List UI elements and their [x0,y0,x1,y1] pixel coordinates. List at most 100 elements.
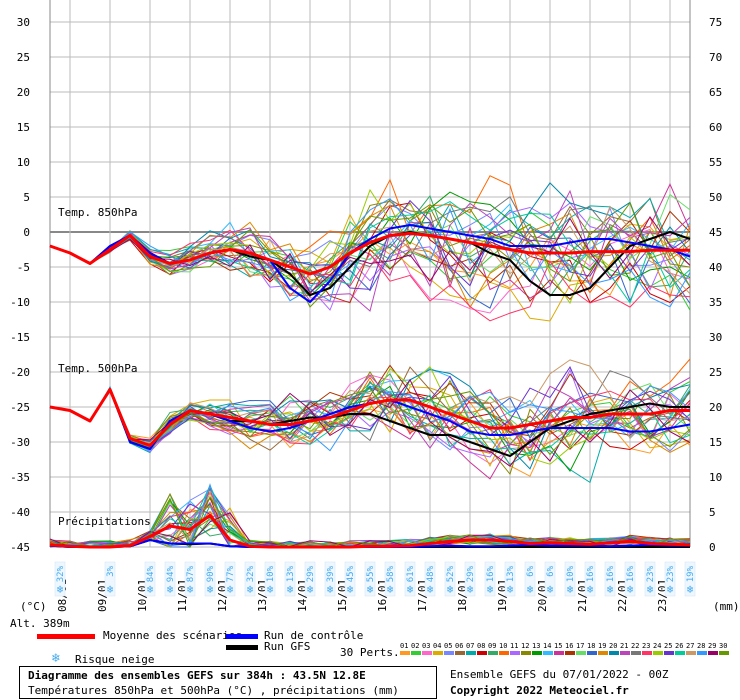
snow-risk-cell [104,561,116,597]
mean-legend-swatch [37,634,95,639]
pert-number-label: 16 [565,642,573,650]
snow-risk-cell [404,561,416,597]
altitude-label: Alt. 389m [10,617,70,630]
snow-risk-cell [204,561,216,597]
pert-number-label: 21 [620,642,628,650]
pert-number-label: 02 [411,642,419,650]
pert-number-label: 09 [488,642,496,650]
gfs-legend-label: Run GFS [264,640,311,653]
pert-color-swatch [686,651,696,655]
pert-number-label: 12 [521,642,529,650]
snow-risk-cell [684,561,696,597]
pert-color-swatch [455,651,465,655]
snowflake-icon: ❄ [327,583,334,596]
snow-risk-label: 58% [386,565,396,582]
pert-color-swatch [499,651,509,655]
pert-line-t500 [49,382,691,455]
snow-risk-label: 39% [326,565,336,582]
snow-risk-cell [624,561,636,597]
right-tick-label: 60 [709,121,722,134]
snow-risk-label: 84% [146,565,156,582]
left-tick-label: 20 [17,86,30,99]
right-tick-label: 0 [709,541,716,554]
left-tick-label: -45 [10,541,30,554]
perturbation-swatches: 01 02 03 04 05 06 07 08 09 10 11 12 13 14 15 16 17 18 19 20… [400,642,729,655]
pert-color-swatch [488,651,498,655]
snow-risk-label: 23% [646,565,656,582]
pert-color-swatch [620,651,630,655]
pert-number-label: 18 [587,642,595,650]
pert-color-swatch [576,651,586,655]
precip-label: Précipitations [58,515,151,528]
left-tick-label: -30 [10,436,30,449]
left-axis-unit: (°C) [20,600,47,613]
snow-risk-cell [144,561,156,597]
snow-risk-legend-label: Risque neige [75,653,155,666]
snow-risk-cell [304,561,316,597]
snowflake-icon: ❄ [387,583,394,596]
snow-risk-cell [54,561,66,597]
pert-line-t850 [49,197,691,288]
pert-line-t500 [49,368,691,458]
left-tick-label: 5 [23,191,30,204]
pert-number-label: 30 [719,642,727,650]
copyright[interactable]: Copyright 2022 Meteociel.fr [450,684,629,697]
snowflake-icon: ❄ [147,583,154,596]
snowflake-icon: ❄ [407,583,414,596]
pert-color-swatch [411,651,421,655]
snowflake-icon: ❄ [647,583,654,596]
pert-color-swatch [664,651,674,655]
snow-risk-label: 29% [306,565,316,582]
footer-title: Diagramme des ensembles GEFS sur 384h : … [28,669,366,682]
snow-risk-label: 10% [566,565,576,582]
snow-risk-cell [244,561,256,597]
snow-risk-cell [424,561,436,597]
left-tick-label: -15 [10,331,30,344]
snowflake-icon: ❄ [607,583,614,596]
right-tick-label: 50 [709,191,722,204]
right-tick-label: 65 [709,86,722,99]
snow-risk-cell [584,561,596,597]
t850-label: Temp. 850hPa [58,206,137,219]
snowflake-icon: ❄ [427,583,434,596]
t500-mean-line [49,388,690,447]
snowflake-icon: ❄ [567,583,574,596]
pert-line-t850 [49,198,691,308]
t500-label: Temp. 500hPa [58,362,137,375]
snow-risk-label: 16% [626,565,636,582]
snow-risk-cell [524,561,536,597]
chart-grid [49,0,691,548]
pert-color-swatch [609,651,619,655]
pert-number-label: 08 [477,642,485,650]
snow-risk-label: 16% [486,565,496,582]
right-tick-label: 70 [709,51,722,64]
pert-color-swatch [422,651,432,655]
main-series-lines [49,224,691,549]
right-tick-label: 75 [709,16,722,29]
snow-risk-label: 32% [246,565,256,582]
pert-color-swatch [554,651,564,655]
pert-color-swatch [433,651,443,655]
pert-color-swatch [466,651,476,655]
right-tick-label: 40 [709,261,722,274]
pert-line-t850 [49,193,691,295]
snow-risk-label: 16% [586,565,596,582]
snow-risk-label: 87% [186,565,196,582]
pert-number-label: 06 [455,642,463,650]
pert-color-swatch [400,651,410,655]
snowflake-icon: ❄ [667,583,674,596]
right-tick-label: 55 [709,156,722,169]
snow-risk-label: 6% [526,565,536,576]
perts-legend-label: 30 Perts. [340,646,400,659]
snowflake-icon: ❄ [187,583,194,596]
pert-color-swatch [444,651,454,655]
snow-risk-cell [284,561,296,597]
snowflake-icon: ❄ [247,583,254,596]
pert-color-swatch [675,651,685,655]
pert-color-swatch [477,651,487,655]
control-legend-swatch [226,634,258,639]
right-tick-label: 10 [709,471,722,484]
snowflake-icon: ❄ [467,583,474,596]
right-tick-label: 35 [709,296,722,309]
left-tick-label: -5 [17,261,30,274]
